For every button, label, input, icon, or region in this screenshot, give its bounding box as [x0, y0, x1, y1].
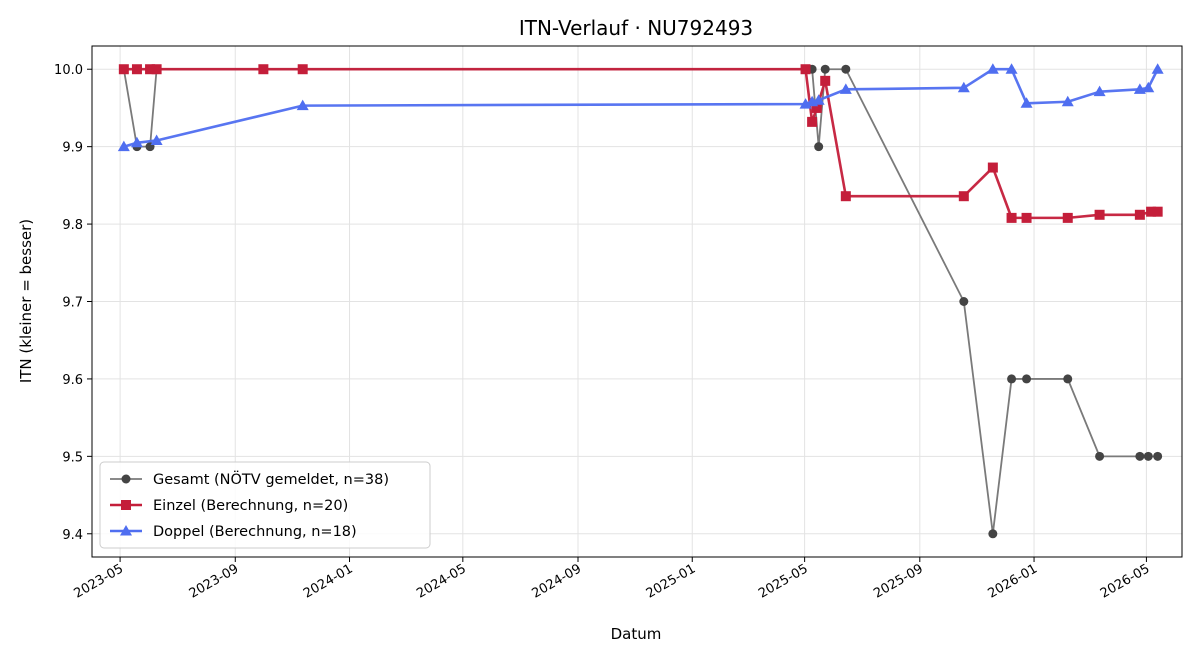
data-point-doppel	[1093, 85, 1106, 97]
data-point-einzel	[987, 162, 998, 173]
data-point-doppel	[812, 94, 825, 105]
y-axis-label: ITN (kleiner = besser)	[17, 219, 35, 383]
legend-box	[99, 461, 431, 549]
legend-label-gesamt: Gesamt (NÖTV gemeldet, n=38)	[153, 470, 389, 488]
data-point-einzel	[297, 64, 308, 75]
legend: Gesamt (NÖTV gemeldet, n=38) Einzel (Bere…	[99, 461, 431, 549]
data-point-gesamt	[820, 64, 830, 74]
data-point-einzel	[1094, 209, 1105, 220]
series-layer	[117, 63, 1164, 539]
data-point-einzel	[1146, 206, 1157, 217]
data-point-doppel	[130, 136, 143, 148]
data-point-gesamt	[1143, 451, 1153, 461]
data-point-einzel	[1152, 206, 1163, 217]
data-point-gesamt	[1007, 374, 1017, 384]
data-point-gesamt	[1135, 451, 1145, 461]
x-tick-label: 2024-01	[301, 561, 356, 601]
data-point-doppel	[1133, 83, 1146, 94]
x-tick-label: 2023-05	[72, 561, 127, 601]
data-point-doppel	[839, 83, 852, 94]
y-tick-label: 9.6	[62, 373, 83, 388]
data-point-einzel	[807, 116, 818, 127]
data-point-einzel	[131, 64, 142, 75]
data-point-einzel	[820, 75, 831, 86]
chart-title: ITN-Verlauf · NU792493	[519, 16, 753, 40]
x-tick-label: 2026-01	[985, 561, 1040, 601]
data-point-doppel	[1005, 63, 1018, 74]
data-point-doppel	[1151, 63, 1164, 74]
data-point-doppel	[117, 140, 130, 152]
data-point-doppel	[1142, 81, 1155, 93]
data-point-doppel	[1061, 95, 1074, 107]
data-point-gesamt	[1095, 451, 1105, 461]
legend-marker-einzel	[121, 500, 131, 510]
y-tick-label: 9.8	[62, 218, 83, 233]
data-point-einzel	[811, 102, 822, 113]
x-tick-label: 2024-05	[414, 561, 469, 601]
data-point-doppel	[150, 134, 163, 145]
legend-label-einzel: Einzel (Berechnung, n=20)	[153, 498, 348, 514]
x-tick-label: 2025-05	[756, 561, 811, 601]
legend-label-doppel: Doppel (Berechnung, n=18)	[153, 524, 357, 540]
data-point-einzel	[958, 191, 969, 202]
data-point-doppel	[296, 99, 309, 111]
data-point-einzel	[1021, 212, 1032, 223]
data-point-gesamt	[988, 529, 998, 539]
legend-marker-gesamt	[121, 474, 131, 484]
data-point-einzel	[258, 64, 269, 75]
data-point-gesamt	[814, 142, 824, 152]
data-point-gesamt	[841, 64, 851, 74]
y-tick-label: 10.0	[54, 63, 83, 78]
data-point-einzel	[1134, 209, 1145, 220]
data-point-gesamt	[1153, 451, 1163, 461]
x-tick-label: 2024-09	[529, 561, 584, 601]
data-point-doppel	[986, 63, 999, 74]
data-point-doppel	[957, 81, 970, 93]
y-tick-label: 9.7	[62, 296, 83, 311]
data-point-doppel	[1020, 97, 1033, 108]
x-tick-label: 2025-01	[644, 561, 699, 601]
series-line-gesamt	[122, 68, 1158, 535]
data-point-einzel	[800, 64, 811, 75]
data-point-gesamt	[959, 297, 969, 306]
x-tick-label: 2025-09	[871, 561, 926, 601]
data-point-einzel	[1006, 212, 1017, 223]
y-tick-label: 9.5	[62, 450, 83, 465]
gridlines	[92, 46, 1182, 557]
data-point-einzel	[1062, 212, 1073, 223]
x-axis-label: Datum	[611, 625, 662, 643]
data-point-gesamt	[1063, 374, 1073, 384]
series-einzel	[118, 64, 1163, 223]
series-doppel	[117, 63, 1164, 152]
x-tick-label: 2026-05	[1098, 561, 1153, 601]
data-point-einzel	[840, 191, 851, 202]
y-tick-label: 9.4	[62, 528, 83, 543]
data-point-einzel	[145, 64, 156, 75]
x-tick-label: 2023-09	[187, 561, 242, 601]
data-point-einzel	[151, 64, 162, 75]
series-line-einzel	[123, 67, 1158, 220]
data-point-gesamt	[1022, 374, 1032, 384]
series-line-doppel	[123, 67, 1159, 148]
y-tick-label: 9.9	[62, 141, 83, 156]
data-point-einzel	[118, 64, 129, 75]
legend-marker-doppel	[120, 525, 132, 536]
